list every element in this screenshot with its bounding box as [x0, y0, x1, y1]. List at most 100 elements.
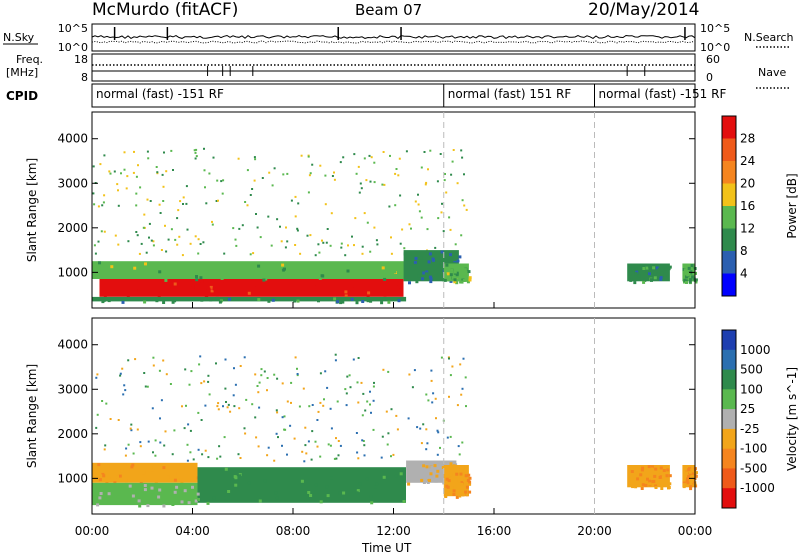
- data-pixel: [259, 236, 262, 239]
- data-pixel: [304, 290, 308, 294]
- data-pixel: [123, 168, 126, 171]
- data-pixel: [326, 386, 329, 389]
- colorbar-swatch: [722, 161, 736, 184]
- data-pixel: [120, 469, 124, 473]
- data-pixel: [365, 477, 369, 481]
- data-pixel: [160, 249, 163, 251]
- data-pixel: [216, 275, 220, 279]
- data-pixel: [439, 261, 443, 265]
- data-pixel: [329, 244, 332, 247]
- data-pixel: [417, 203, 420, 206]
- data-pixel: [690, 264, 694, 267]
- data-pixel: [690, 480, 694, 483]
- data-pixel: [425, 465, 429, 469]
- x-tick-label: 04:00: [175, 524, 210, 538]
- data-pixel: [293, 299, 297, 303]
- data-pixel: [347, 244, 349, 247]
- data-pixel: [464, 474, 468, 478]
- data-pixel: [124, 454, 127, 457]
- data-pixel: [101, 400, 104, 402]
- data-pixel: [363, 454, 366, 457]
- data-pixel: [447, 356, 450, 359]
- data-pixel: [346, 375, 349, 378]
- data-pixel: [440, 211, 443, 214]
- data-pixel: [656, 275, 660, 278]
- data-pixel: [176, 243, 179, 246]
- data-pixel: [334, 359, 337, 362]
- data-pixel: [223, 252, 226, 255]
- data-pixel: [648, 272, 651, 276]
- data-pixel: [314, 483, 318, 487]
- data-pixel: [296, 227, 299, 230]
- data-pixel: [106, 464, 110, 468]
- data-pixel: [431, 401, 434, 404]
- data-pixel: [422, 481, 426, 484]
- data-pixel: [234, 238, 237, 241]
- colorbar-tick-label: 4: [740, 267, 748, 281]
- data-pixel: [353, 284, 357, 288]
- data-pixel: [299, 252, 302, 255]
- data-pixel: [363, 157, 366, 160]
- data-pixel: [333, 171, 335, 174]
- data-pixel: [459, 363, 462, 366]
- data-pixel: [103, 230, 106, 233]
- data-pixel: [143, 300, 147, 304]
- data-pixel: [202, 241, 205, 244]
- data-pixel: [326, 494, 330, 498]
- data-pixel: [135, 204, 138, 207]
- data-pixel: [138, 504, 142, 508]
- data-pixel: [127, 359, 130, 362]
- data-pixel: [452, 149, 455, 151]
- data-pixel: [217, 408, 220, 411]
- data-pixel: [394, 172, 397, 175]
- data-pixel: [648, 269, 652, 273]
- data-pixel: [203, 169, 206, 172]
- cpid-segment-label: normal (fast) -151 RF: [96, 87, 224, 101]
- data-pixel: [410, 262, 414, 266]
- data-pixel: [326, 228, 329, 230]
- data-pixel: [116, 495, 120, 499]
- data-pixel: [666, 468, 670, 472]
- data-pixel: [192, 458, 195, 461]
- data-pixel: [653, 272, 657, 275]
- data-pixel: [200, 382, 203, 385]
- data-pixel: [447, 479, 451, 483]
- data-pixel: [116, 183, 119, 186]
- cpid-label: CPID: [6, 89, 38, 103]
- data-pixel: [117, 189, 119, 192]
- data-pixel: [393, 270, 397, 273]
- data-pixel: [452, 492, 456, 496]
- data-pixel: [655, 266, 659, 270]
- data-pixel: [389, 154, 391, 157]
- data-pixel: [659, 470, 663, 474]
- data-pixel: [439, 446, 441, 449]
- data-pixel: [468, 476, 472, 480]
- freq-left-tick-high: 18: [74, 53, 88, 66]
- data-pixel: [151, 468, 154, 472]
- data-pixel: [397, 299, 401, 303]
- colorbar-tick-label: 1000: [740, 343, 771, 357]
- data-pixel: [373, 161, 376, 164]
- colorbar-tick-label: -25: [740, 422, 760, 436]
- data-pixel: [152, 356, 155, 359]
- data-pixel: [443, 278, 447, 282]
- data-pixel: [661, 475, 665, 479]
- data-pixel: [463, 173, 465, 176]
- data-pixel: [434, 479, 438, 483]
- data-pixel: [419, 427, 422, 430]
- data-pixel: [201, 453, 204, 456]
- data-pixel: [220, 276, 224, 280]
- data-pixel: [93, 203, 96, 206]
- data-pixel: [97, 205, 100, 208]
- data-pixel: [339, 281, 343, 285]
- data-pixel: [413, 369, 416, 372]
- data-pixel: [387, 300, 391, 304]
- data-pixel: [468, 490, 472, 494]
- data-pixel: [200, 279, 204, 283]
- data-pixel: [121, 367, 124, 370]
- data-pixel: [117, 419, 120, 421]
- data-pixel: [125, 187, 128, 190]
- data-pixel: [450, 268, 454, 272]
- freq-left-tick-low: 8: [81, 71, 88, 84]
- data-pixel: [147, 157, 150, 160]
